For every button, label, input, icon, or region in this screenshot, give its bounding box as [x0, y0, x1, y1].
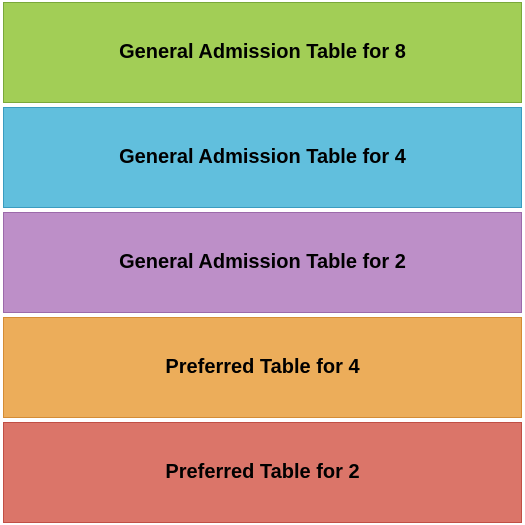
section-ga-table-4[interactable]: General Admission Table for 4 [3, 107, 522, 208]
seating-chart: General Admission Table for 8 General Ad… [0, 0, 525, 525]
section-label: Preferred Table for 4 [165, 356, 359, 379]
section-label: Preferred Table for 2 [165, 461, 359, 484]
section-label: General Admission Table for 4 [119, 146, 406, 169]
section-ga-table-2[interactable]: General Admission Table for 2 [3, 212, 522, 313]
section-label: General Admission Table for 2 [119, 251, 406, 274]
section-ga-table-8[interactable]: General Admission Table for 8 [3, 2, 522, 103]
section-preferred-table-2[interactable]: Preferred Table for 2 [3, 422, 522, 523]
section-label: General Admission Table for 8 [119, 41, 406, 64]
section-preferred-table-4[interactable]: Preferred Table for 4 [3, 317, 522, 418]
